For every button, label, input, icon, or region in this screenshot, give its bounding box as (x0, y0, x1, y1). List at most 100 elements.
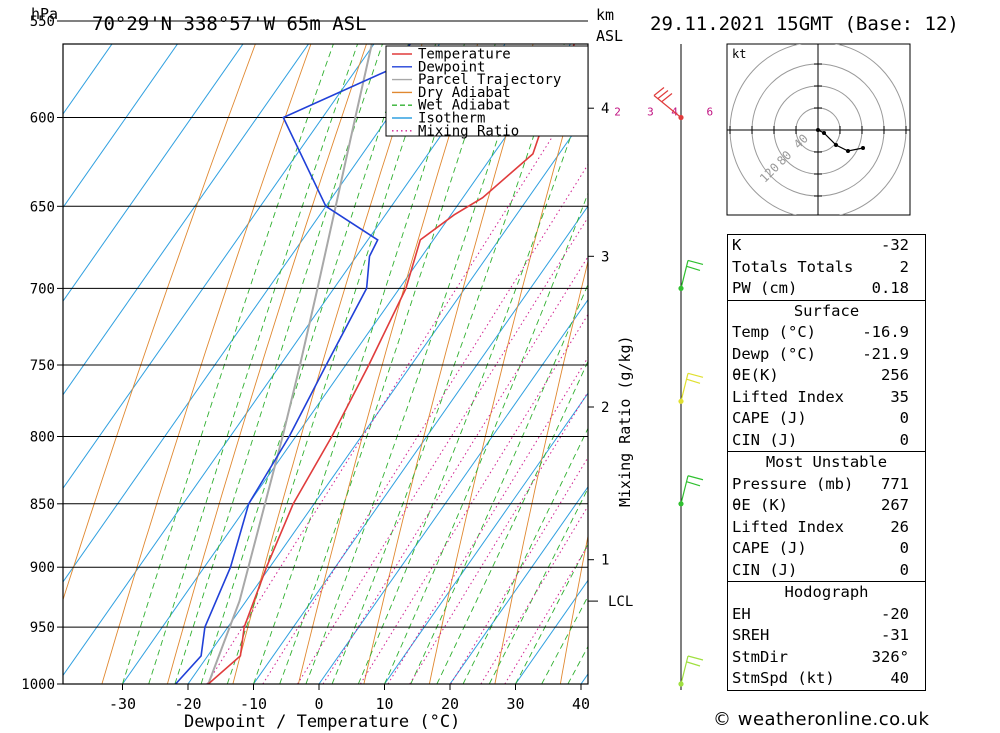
eh-value: -20 (881, 604, 909, 623)
surface-cin-label: CIN (J) (732, 430, 798, 449)
isotherm-line (0, 0, 402, 684)
isotherm-line (122, 44, 572, 684)
temperature-line (207, 44, 576, 684)
hodograph-point (822, 131, 826, 135)
asl-label: ASL (596, 27, 623, 45)
hodograph-point (816, 128, 820, 132)
pressure-label: 800 (30, 430, 55, 446)
surface-temp-label: Temp (°C) (732, 323, 816, 341)
surface-cape-value: 0 (899, 409, 909, 427)
k-index-row: K -32 (728, 235, 925, 257)
hpa-label: hPa (31, 5, 58, 23)
mu-cape-value: 0 (899, 539, 909, 557)
indices-table: K -32 Totals Totals 2 PW (cm) 0.18 Surface … (727, 234, 926, 691)
lcl-label: LCL (608, 594, 633, 610)
surface-cape-label: CAPE (J) (732, 409, 807, 427)
legend-entry: Mixing Ratio (418, 123, 519, 139)
surface-cin-row: CIN (J) 0 (728, 430, 925, 452)
legend-box (385, 45, 589, 137)
parcel-trajectory-line (207, 44, 373, 684)
mu-cin-row: CIN (J) 0 (728, 560, 925, 582)
k-index-label: K (732, 236, 742, 254)
mixing-ratio-label: 3 (647, 106, 654, 119)
stmdir-row: StmDir 326° (728, 647, 925, 669)
pressure-label: 900 (30, 560, 55, 576)
datetime-title: 29.11.2021 15GMT (Base: 12) (650, 13, 959, 35)
legend-entry: Dewpoint (418, 59, 485, 75)
stmdir-label: StmDir (732, 647, 788, 666)
wet-adiabat-line (488, 487, 588, 684)
temperature-tick-label: 0 (314, 695, 323, 713)
pw-row: PW (cm) 0.18 (728, 278, 925, 300)
legend-entry: Temperature (418, 47, 511, 63)
mixing-ratio-label: 6 (706, 106, 713, 119)
most-unstable-title: Most Unstable (765, 453, 888, 471)
mu-cape-row: CAPE (J) 0 (728, 538, 925, 560)
surface-box: Surface Temp (°C) -16.9 Dewp (°C) -21.9 θE… (727, 300, 926, 452)
altitude-label: 1 (601, 553, 609, 569)
mixing-ratio-line (297, 216, 588, 684)
mu-thetae-row: θE (K) 267 (728, 495, 925, 517)
eh-row: EH -20 (728, 604, 925, 626)
dry-adiabat-line (494, 259, 588, 684)
mu-thetae-label: θE (K) (732, 496, 788, 514)
location-title: 70°29'N 338°57'W 65m ASL (92, 13, 367, 35)
eh-label: EH (732, 604, 751, 623)
mixing-ratio-label: 2 (614, 106, 621, 119)
isotherm-line (253, 205, 588, 684)
dry-adiabat-line (559, 533, 588, 684)
altitude-label: 2 (601, 400, 609, 416)
pressure-label: 750 (30, 358, 55, 374)
mixing-ratio-axis-title: Mixing Ratio (g/kg) (616, 335, 634, 507)
surface-cape-row: CAPE (J) 0 (728, 408, 925, 430)
hodograph-point (846, 149, 850, 153)
temperature-tick-label: 20 (441, 695, 459, 713)
sreh-value: -31 (881, 626, 909, 644)
surface-li-row: Lifted Index 35 (728, 387, 925, 409)
dry-adiabat-line (953, 0, 1000, 684)
mu-thetae-value: 267 (881, 496, 909, 514)
stmspd-value: 40 (890, 669, 909, 687)
profile-series (175, 44, 576, 684)
surface-dewp-label: Dewp (°C) (732, 344, 816, 363)
mu-cin-value: 0 (899, 560, 909, 579)
mu-li-label: Lifted Index (732, 517, 844, 536)
wind-barbs (653, 87, 704, 687)
hodograph-point (834, 143, 838, 147)
km-label: km (596, 6, 614, 24)
dewpoint-line (175, 44, 412, 684)
sreh-label: SREH (732, 626, 770, 644)
mu-pressure-row: Pressure (mb) 771 (728, 474, 925, 496)
credit-link[interactable]: © weatheronline.co.uk (713, 709, 930, 730)
pressure-label: 650 (30, 199, 55, 215)
pressure-label: 600 (30, 111, 55, 127)
mu-li-value: 26 (890, 517, 909, 536)
pressure-label: 1000 (21, 677, 55, 693)
mixing-ratio-line (359, 313, 588, 684)
legend-entry: Parcel Trajectory (418, 72, 561, 88)
surface-dewp-value: -21.9 (862, 344, 909, 363)
mixing-ratio-line (322, 255, 588, 684)
surface-cin-value: 0 (899, 430, 909, 449)
stability-box: K -32 Totals Totals 2 PW (cm) 0.18 (727, 234, 926, 301)
hodograph-stats-box: Hodograph EH -20 SREH -31 StmDir 326° StmSp… (727, 582, 926, 691)
mu-pressure-label: Pressure (mb) (732, 474, 854, 493)
temperature-tick-label: 10 (375, 695, 393, 713)
hodograph-unit: kt (732, 47, 746, 61)
wet-adiabat-line (462, 427, 588, 684)
wet-adiabat-line (436, 360, 588, 684)
pressure-label: 550 (30, 14, 55, 30)
temperature-tick-label: 30 (506, 695, 524, 713)
surface-li-label: Lifted Index (732, 387, 844, 406)
isotherm-line (63, 44, 441, 583)
wet-adiabat-line (410, 283, 588, 684)
surface-thetae-label: θE(K) (732, 366, 779, 384)
hodograph-stats-title: Hodograph (784, 583, 869, 601)
mu-pressure-value: 771 (881, 474, 909, 493)
legend-entry: Dry Adiabat (418, 85, 511, 101)
altitude-label: 3 (601, 249, 609, 265)
legend-entry: Isotherm (418, 111, 485, 127)
isotherm-line (187, 111, 588, 684)
totals-totals-label: Totals Totals (732, 257, 854, 276)
